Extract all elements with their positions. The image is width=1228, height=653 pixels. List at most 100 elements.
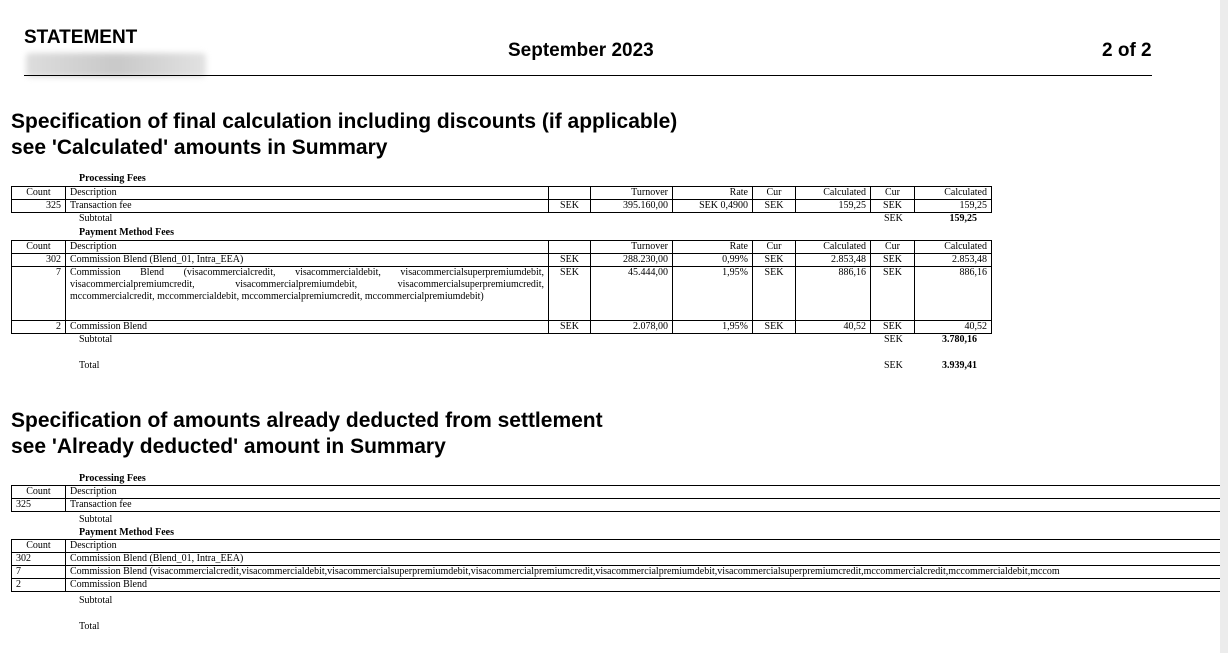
col-count: Count bbox=[11, 539, 66, 553]
total-label: Total bbox=[79, 360, 100, 371]
col-calculated2: Calculated bbox=[914, 186, 992, 200]
deducted-processing-fees-label: Processing Fees bbox=[79, 473, 146, 484]
col-count: Count bbox=[11, 240, 66, 254]
cell-count: 2 bbox=[11, 320, 66, 334]
cell-description: Transaction fee bbox=[65, 498, 1226, 512]
cell-count: 302 bbox=[11, 552, 66, 566]
col-description: Description bbox=[65, 539, 1226, 553]
cell-calculated2: 2.853,48 bbox=[914, 253, 992, 267]
col-description: Description bbox=[65, 485, 1226, 499]
cell-rate: 1,95% bbox=[672, 320, 753, 334]
cell-count: 2 bbox=[11, 578, 66, 592]
table-header: Count Description Turnover Rate Cur Calc… bbox=[11, 186, 992, 200]
cell-turnover: 395.160,00 bbox=[590, 199, 673, 213]
table-row: 302 Commission Blend (Blend_01, Intra_EE… bbox=[11, 552, 1226, 566]
processing-subtotal-cur: SEK bbox=[884, 213, 903, 224]
table-header: Count Description bbox=[11, 539, 1226, 553]
cell-calculated: 886,16 bbox=[795, 266, 871, 321]
cell-count: 7 bbox=[11, 565, 66, 579]
cell-description: Commission Blend bbox=[65, 578, 1226, 592]
statement-month: September 2023 bbox=[508, 40, 654, 61]
col-rate: Rate bbox=[672, 186, 753, 200]
table-row: 325 Transaction fee SEK 395.160,00 SEK 0… bbox=[11, 199, 992, 213]
cell-currency: SEK bbox=[548, 253, 591, 267]
cell-rate: SEK 0,4900 bbox=[672, 199, 753, 213]
payment-subtotal-cur: SEK bbox=[884, 334, 903, 345]
cell-currency: SEK bbox=[548, 199, 591, 213]
cell-cur2: SEK bbox=[870, 320, 915, 334]
cell-description: Commission Blend bbox=[65, 320, 549, 334]
total-value: 3.939,41 bbox=[942, 360, 977, 371]
cell-count: 302 bbox=[11, 253, 66, 267]
cell-calculated2: 886,16 bbox=[914, 266, 992, 321]
deducted-payment-fees-label: Payment Method Fees bbox=[79, 527, 174, 538]
section2-title-line2: see 'Already deducted' amount in Summary bbox=[11, 435, 446, 458]
table-row: 325 Transaction fee bbox=[11, 498, 1226, 512]
cell-currency: SEK bbox=[548, 266, 591, 321]
col-blank bbox=[548, 186, 591, 200]
cell-turnover: 288.230,00 bbox=[590, 253, 673, 267]
payment-fees-label: Payment Method Fees bbox=[79, 227, 174, 238]
cell-description: Commission Blend (visacommercialcredit,v… bbox=[65, 565, 1226, 579]
cell-turnover: 45.444,00 bbox=[590, 266, 673, 321]
cell-calculated: 159,25 bbox=[795, 199, 871, 213]
deducted-processing-table: Count Description 325 Transaction fee bbox=[11, 485, 1226, 512]
col-cur: Cur bbox=[752, 240, 796, 254]
table-row: 302 Commission Blend (Blend_01, Intra_EE… bbox=[11, 253, 992, 267]
section1-title-line2: see 'Calculated' amounts in Summary bbox=[11, 136, 388, 159]
col-rate: Rate bbox=[672, 240, 753, 254]
cell-description: Commission Blend (Blend_01, Intra_EEA) bbox=[65, 552, 1226, 566]
cell-count: 325 bbox=[11, 199, 66, 213]
col-cur2: Cur bbox=[870, 240, 915, 254]
col-cur2: Cur bbox=[870, 186, 915, 200]
col-turnover: Turnover bbox=[590, 186, 673, 200]
section1-heading: Specification of final calculation inclu… bbox=[11, 109, 677, 161]
col-count: Count bbox=[11, 485, 66, 499]
col-calculated: Calculated bbox=[795, 186, 871, 200]
page-indicator: 2 of 2 bbox=[1102, 40, 1152, 61]
table-header: Count Description Turnover Rate Cur Calc… bbox=[11, 240, 992, 254]
table-row: 2 Commission Blend SEK 2.078,00 1,95% SE… bbox=[11, 320, 992, 334]
cell-calculated: 2.853,48 bbox=[795, 253, 871, 267]
cell-description: Commission Blend (Blend_01, Intra_EEA) bbox=[65, 253, 549, 267]
cell-description: Transaction fee bbox=[65, 199, 549, 213]
cell-currency: SEK bbox=[548, 320, 591, 334]
deducted-payment-subtotal: Subtotal bbox=[79, 595, 113, 606]
cell-cur: SEK bbox=[752, 266, 796, 321]
col-blank bbox=[548, 240, 591, 254]
table-header: Count Description bbox=[11, 485, 1226, 499]
col-cur: Cur bbox=[752, 186, 796, 200]
col-description: Description bbox=[65, 240, 549, 254]
cell-cur: SEK bbox=[752, 199, 796, 213]
table-row: 2 Commission Blend bbox=[11, 578, 1226, 592]
deducted-payment-table: Count Description 302 Commission Blend (… bbox=[11, 539, 1226, 592]
processing-fees-table: Count Description Turnover Rate Cur Calc… bbox=[11, 186, 992, 213]
table-row: 7 Commission Blend (visacommercialcredit… bbox=[11, 266, 992, 321]
deducted-processing-subtotal: Subtotal bbox=[79, 514, 113, 525]
col-description: Description bbox=[65, 186, 549, 200]
cell-cur2: SEK bbox=[870, 266, 915, 321]
col-calculated: Calculated bbox=[795, 240, 871, 254]
col-count: Count bbox=[11, 186, 66, 200]
cell-calculated: 40,52 bbox=[795, 320, 871, 334]
cell-rate: 0,99% bbox=[672, 253, 753, 267]
col-calculated2: Calculated bbox=[914, 240, 992, 254]
cell-rate: 1,95% bbox=[672, 266, 753, 321]
deducted-total-label: Total bbox=[79, 621, 100, 632]
payment-subtotal-value: 3.780,16 bbox=[942, 334, 977, 345]
cell-cur: SEK bbox=[752, 253, 796, 267]
cell-count: 7 bbox=[11, 266, 66, 321]
processing-subtotal-value: 159,25 bbox=[949, 213, 978, 224]
redacted-merchant-name bbox=[26, 53, 206, 77]
section2-heading: Specification of amounts already deducte… bbox=[11, 408, 603, 460]
cell-turnover: 2.078,00 bbox=[590, 320, 673, 334]
section2-title-line1: Specification of amounts already deducte… bbox=[11, 409, 603, 432]
cell-calculated2: 40,52 bbox=[914, 320, 992, 334]
payment-subtotal-label: Subtotal bbox=[79, 334, 113, 345]
cell-calculated2: 159,25 bbox=[914, 199, 992, 213]
cell-description: Commission Blend (visacommercialcredit, … bbox=[65, 266, 549, 321]
table-row: 7 Commission Blend (visacommercialcredit… bbox=[11, 565, 1226, 579]
vertical-scrollbar[interactable] bbox=[1220, 0, 1228, 653]
total-cur: SEK bbox=[884, 360, 903, 371]
payment-fees-table: Count Description Turnover Rate Cur Calc… bbox=[11, 240, 992, 334]
